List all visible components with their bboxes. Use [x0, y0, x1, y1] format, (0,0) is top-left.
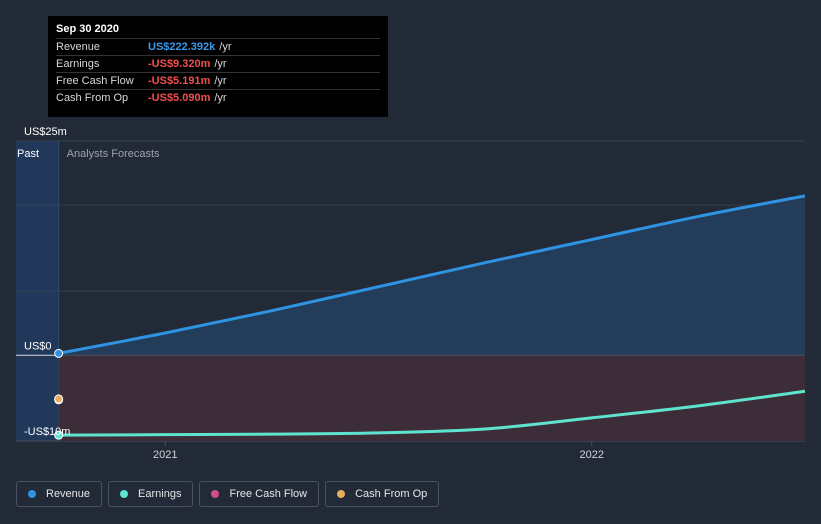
legend-item-revenue[interactable]: Revenue — [16, 481, 103, 507]
legend-label: Earnings — [138, 488, 182, 500]
tooltip-value: -US$9.320m — [148, 58, 211, 70]
tooltip-value: US$222.392k — [148, 41, 216, 53]
cash-from-op-point — [54, 394, 64, 404]
tooltip-unit: /yr — [219, 41, 232, 53]
legend-dot-icon — [120, 490, 129, 498]
x-tick-label: 2021 — [153, 449, 177, 461]
tooltip-row-cash-from-op: Cash From Op -US$5.090m /yr — [56, 89, 380, 106]
tooltip-unit: /yr — [214, 58, 227, 70]
legend-item-earnings[interactable]: Earnings — [108, 481, 194, 507]
tooltip-label: Free Cash Flow — [56, 75, 134, 87]
tooltip-unit: /yr — [214, 75, 227, 87]
y-tick-label: US$0 — [24, 340, 52, 352]
y-tick-label: US$25m — [24, 126, 67, 138]
legend-dot-icon — [211, 490, 220, 498]
tooltip-label: Earnings — [56, 58, 100, 70]
revenue-point — [54, 348, 64, 358]
legend-label: Cash From Op — [355, 488, 428, 500]
legend-label: Revenue — [46, 488, 91, 500]
tooltip-unit: /yr — [214, 92, 227, 104]
y-tick-label: -US$10m — [24, 426, 70, 438]
tooltip-row-free-cash-flow: Free Cash Flow -US$5.191m /yr — [56, 72, 380, 89]
x-tick-label: 2022 — [580, 449, 604, 461]
earnings-area — [58, 355, 806, 441]
earnings-line — [58, 389, 806, 437]
tooltip: Sep 30 2020 Revenue US$222.392k /yr Earn… — [48, 16, 388, 117]
tooltip-value: -US$5.191m — [148, 75, 211, 87]
tooltip-label: Cash From Op — [56, 92, 129, 104]
legend-item-cash-from-op[interactable]: Cash From Op — [325, 481, 440, 507]
earnings-point — [54, 430, 64, 440]
legend-dot-icon — [28, 490, 36, 498]
tooltip-value: -US$5.090m — [148, 92, 211, 104]
legend-dot-icon — [337, 490, 346, 498]
tooltip-label: Revenue — [56, 41, 101, 53]
forecast-label: Analysts Forecasts — [67, 148, 160, 160]
revenue-line — [58, 194, 806, 355]
legend: Revenue Earnings Free Cash Flow Cash Fro… — [16, 481, 440, 507]
past-label: Past — [17, 148, 39, 160]
tooltip-date: Sep 30 2020 — [56, 23, 119, 35]
tooltip-row-revenue: Revenue US$222.392k /yr — [56, 38, 380, 55]
legend-item-free-cash-flow[interactable]: Free Cash Flow — [199, 481, 320, 507]
legend-label: Free Cash Flow — [229, 488, 308, 500]
tooltip-row-earnings: Earnings -US$9.320m /yr — [56, 55, 380, 72]
